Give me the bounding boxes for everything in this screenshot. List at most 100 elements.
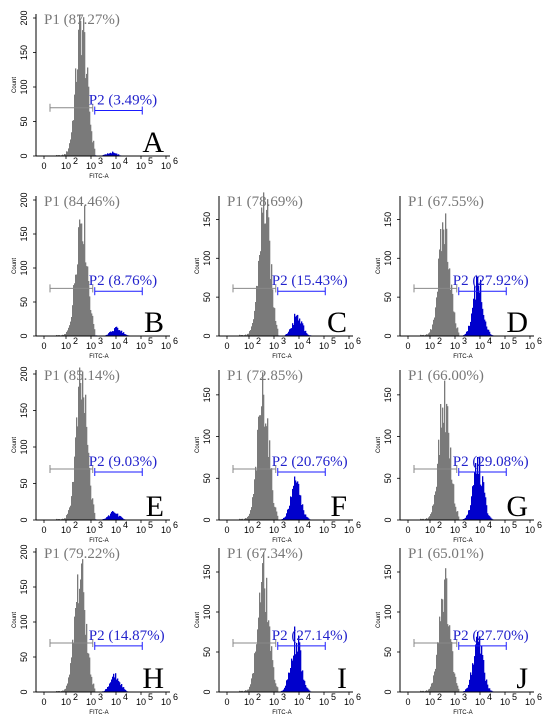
p2-histogram-bar [301, 671, 303, 692]
p2-histogram-bar [299, 318, 301, 336]
p2-histogram-bar [283, 517, 285, 520]
p1-histogram-bar [444, 579, 446, 692]
p2-histogram-bar [120, 331, 122, 336]
p1-histogram-bar [248, 515, 250, 520]
p1-histogram-bar [454, 312, 456, 336]
p1-histogram-bar [64, 154, 66, 156]
p1-histogram-bar [430, 329, 432, 336]
y-tick-label: 50 [19, 478, 29, 488]
p2-histogram-bar [113, 152, 115, 156]
p2-histogram-bar [473, 664, 475, 692]
p1-histogram-bar [274, 308, 276, 336]
p1-histogram-bar [94, 688, 96, 692]
p1-histogram-bar [83, 17, 85, 157]
p2-histogram-bar [293, 655, 295, 692]
p1-histogram-bar [453, 672, 455, 692]
x-tick-label: 10 [500, 341, 510, 351]
p2-histogram-bar [106, 154, 108, 156]
y-tick-label: 200 [19, 192, 29, 207]
y-tick-label: 100 [202, 429, 212, 444]
p1-histogram-bar [249, 331, 251, 336]
p1-histogram-bar [445, 213, 447, 336]
p1-histogram-bar [65, 333, 67, 336]
p2-histogram-bar [481, 302, 483, 336]
x-tick-exponent: 2 [256, 520, 261, 530]
p1-histogram-bar [88, 281, 90, 336]
p1-histogram-bar [438, 439, 440, 520]
p2-histogram-bar [465, 689, 467, 692]
p2-histogram-bar [116, 513, 118, 520]
p1-histogram-bar [268, 620, 270, 692]
p1-histogram-bar [258, 416, 260, 520]
x-tick-exponent: 3 [462, 336, 467, 346]
x-tick-label: 10 [294, 341, 304, 351]
p2-histogram-bar [297, 651, 299, 692]
p1-histogram-bar [92, 142, 94, 156]
x-tick-label: 10 [161, 341, 171, 351]
p1-histogram-bar [89, 657, 91, 692]
p2-histogram-bar [107, 153, 109, 156]
p1-histogram-bar [271, 264, 273, 336]
p1-histogram-bar [434, 671, 436, 692]
p1-histogram-bar [246, 518, 248, 520]
x-axis-label: FITC-A [272, 354, 291, 360]
p2-histogram-bar [115, 153, 117, 156]
p2-histogram-bar [294, 313, 296, 336]
p1-histogram-bar [269, 440, 271, 520]
p1-histogram-bar [428, 333, 430, 336]
p2-histogram-bar [289, 329, 291, 336]
p2-histogram-bar [472, 663, 474, 692]
p1-histogram-bar [70, 139, 72, 156]
x-tick-exponent: 4 [123, 336, 128, 346]
p1-histogram-bar [81, 563, 83, 692]
p1-histogram-bar [84, 205, 86, 336]
y-tick-label: 150 [383, 212, 393, 227]
p2-histogram-bar [486, 679, 488, 692]
p1-histogram-bar [427, 518, 429, 520]
p1-histogram-bar [76, 602, 78, 692]
x-tick-label: 10 [475, 525, 485, 535]
p1-histogram-bar [442, 222, 444, 336]
x-tick-exponent: 5 [148, 692, 153, 702]
p1-histogram-bar [276, 686, 278, 692]
p2-histogram-bar [484, 492, 486, 520]
p2-histogram-bar [108, 686, 110, 692]
p1-histogram-bar [422, 690, 424, 692]
p2-histogram-bar [116, 679, 118, 692]
x-tick-label: 10 [161, 161, 171, 171]
p1-histogram-bar [277, 515, 279, 520]
y-axis-label: Count [12, 77, 18, 93]
p2-histogram-bar [294, 476, 296, 520]
p1-histogram-bar [85, 78, 87, 156]
p1-histogram-bar [450, 290, 452, 336]
p1-histogram-bar [444, 380, 446, 520]
p1-histogram-bar [443, 611, 445, 692]
p1-histogram-bar [272, 660, 274, 692]
x-tick-label: 10 [425, 341, 435, 351]
p1-histogram-bar [239, 518, 241, 520]
p2-histogram-bar [476, 473, 478, 520]
p1-histogram-bar [431, 683, 433, 692]
p2-histogram-bar [475, 644, 477, 692]
y-axis-label: Count [376, 437, 382, 453]
p2-histogram-bar [113, 673, 115, 692]
p1-percentage-label: P1 (79.22%) [44, 546, 120, 562]
p2-histogram-bar [484, 672, 486, 692]
p1-histogram-bar [94, 148, 96, 156]
p2-histogram-bar [489, 516, 491, 520]
p1-histogram-bar [452, 651, 454, 692]
p2-histogram-bar [301, 505, 303, 520]
x-tick-label: 10 [136, 161, 146, 171]
p1-histogram-bar [92, 684, 94, 692]
y-tick-label: 0 [19, 153, 29, 158]
x-tick-exponent: 4 [487, 692, 492, 702]
x-tick-exponent: 3 [281, 336, 286, 346]
y-tick-label: 0 [19, 333, 29, 338]
p1-histogram-bar [273, 307, 275, 336]
p2-histogram-bar [107, 334, 109, 336]
x-tick-label: 10 [269, 697, 279, 707]
p2-histogram-bar [287, 679, 289, 692]
x-tick-label: 10 [161, 525, 171, 535]
